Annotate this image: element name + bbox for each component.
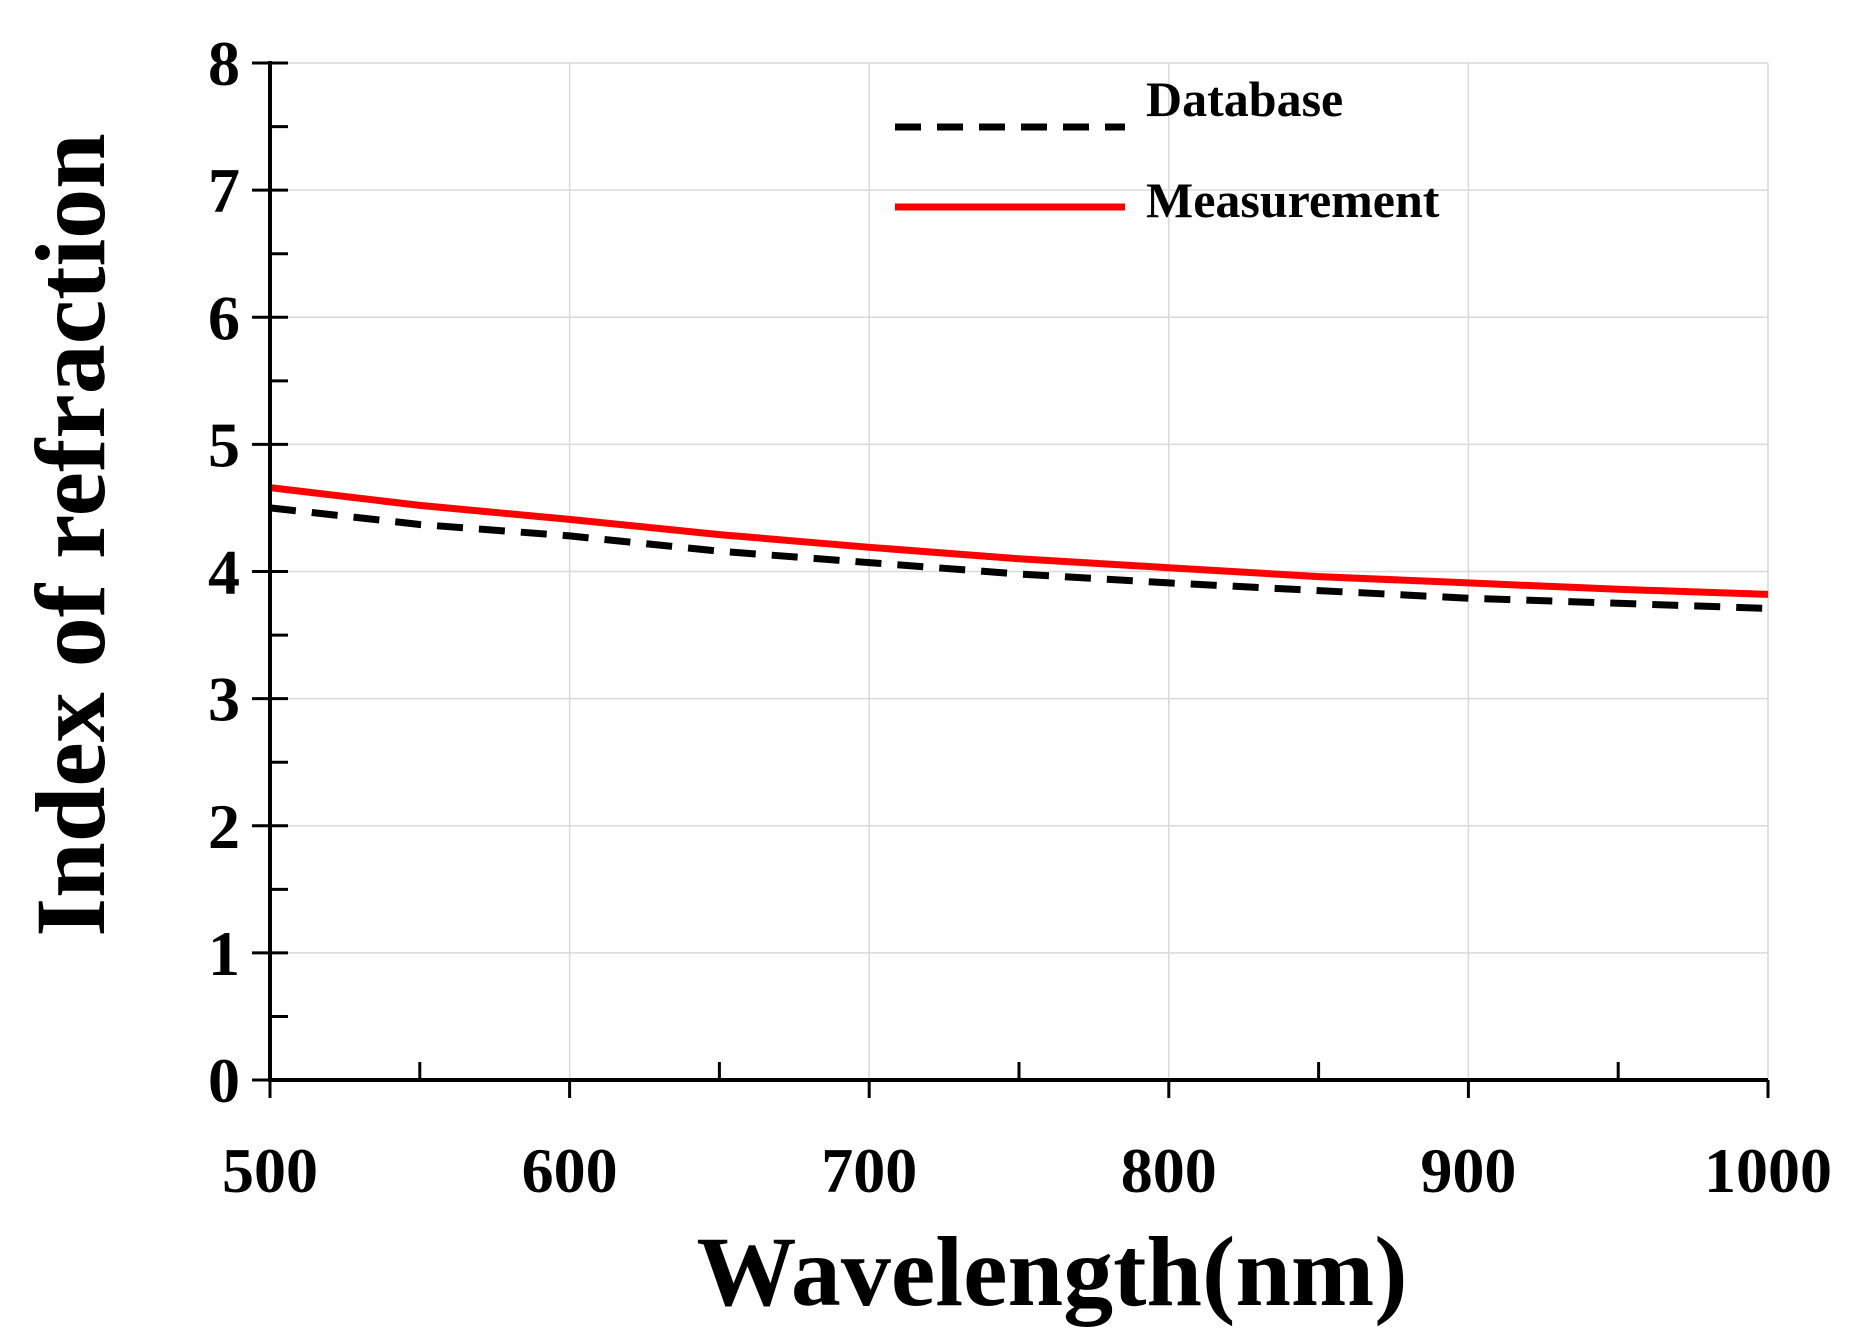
series-line-measurement [269,484,1769,598]
y-tick-label: 1 [208,918,240,989]
x-tick-label: 800 [1121,1135,1217,1206]
x-axis-title: Wavelength(nm) [696,1216,1407,1327]
y-axis-title: Index of refraction [15,133,126,937]
y-tick-label: 3 [208,664,240,735]
x-tick-label: 900 [1420,1135,1516,1206]
axes [252,61,1770,1098]
x-tick-label: 500 [222,1135,318,1206]
legend: Database Measurement [895,71,1440,228]
legend-label-measurement: Measurement [1146,172,1440,228]
x-tick-label: 1000 [1704,1135,1832,1206]
y-tick-label: 0 [208,1045,240,1116]
series-layer [269,484,1769,612]
grid [270,62,1769,1080]
y-tick-label: 6 [208,282,240,353]
y-tick-label: 2 [208,791,240,862]
y-tick-label: 7 [208,155,240,226]
y-tick-label: 8 [208,28,240,99]
legend-label-database: Database [1146,71,1343,127]
x-tick-label: 600 [522,1135,618,1206]
y-tick-label: 4 [208,537,240,608]
y-tick-label: 5 [208,409,240,480]
x-tick-label: 700 [821,1135,917,1206]
ticks: 0 1 2 3 4 5 6 7 8 500 600 700 800 900 1000 [208,28,1832,1206]
